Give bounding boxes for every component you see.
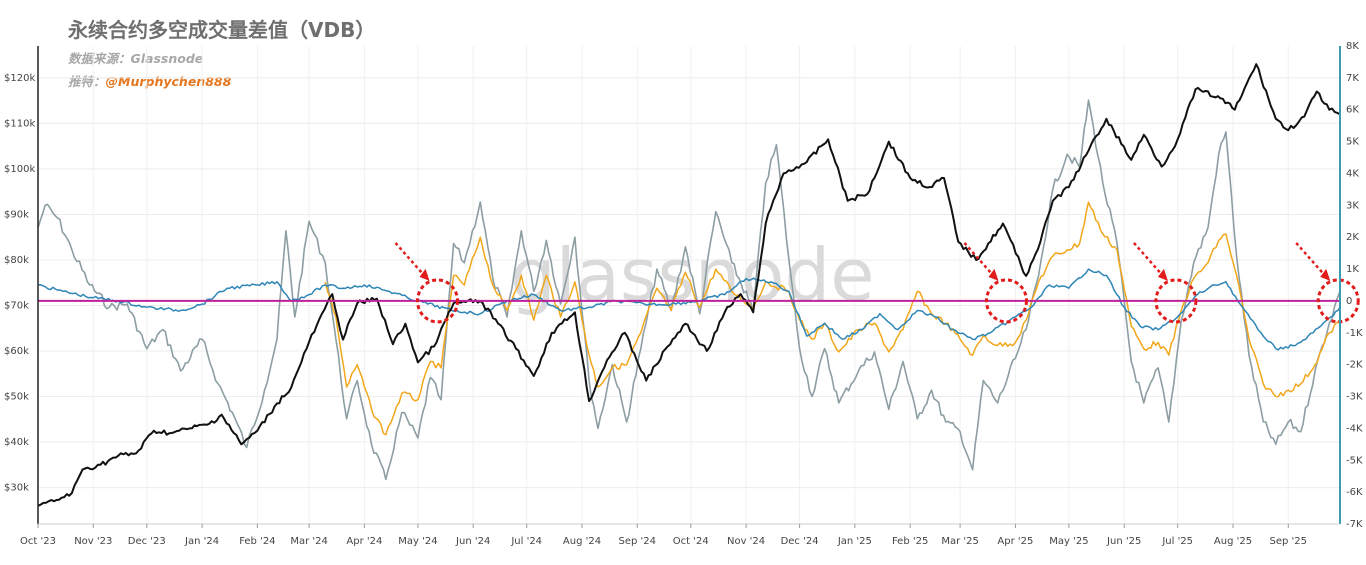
left-tick-label: $70k: [4, 300, 29, 311]
left-tick-label: $100k: [4, 164, 35, 175]
highlight-circle: [1154, 278, 1198, 324]
right-tick-label: -6K: [1346, 487, 1363, 498]
right-axis-ticks: 8K 7K 6K 5K 4K 3K 2K 1K 0 -1K -2K -3K -4K -5K -6K -7K: [1346, 41, 1363, 530]
x-tick-label: Mar '24: [290, 536, 328, 547]
highlight-circle: [416, 278, 460, 324]
x-tick-label: Sep '24: [619, 536, 657, 547]
chart-title: 永续合约多空成交量差值（VDB）: [68, 18, 376, 42]
x-tick-label: Jul '24: [510, 536, 542, 547]
x-tick-label: Jun '24: [455, 536, 490, 547]
x-tick-label: Nov '24: [727, 536, 765, 547]
circle-layer: [394, 242, 1360, 324]
x-tick-label: May '24: [398, 536, 437, 547]
x-tick-label: Jun '25: [1106, 536, 1141, 547]
arrow-head: [1157, 268, 1168, 281]
x-tick-label: Apr '25: [997, 536, 1033, 547]
x-tick-label: Dec '24: [781, 536, 819, 547]
x-tick-label: Jan '24: [184, 536, 219, 547]
right-tick-label: 7K: [1346, 73, 1359, 84]
x-tick-label: May '25: [1049, 536, 1088, 547]
arrow-head: [988, 268, 999, 281]
arrow-head: [419, 268, 430, 281]
left-tick-label: $40k: [4, 437, 29, 448]
series-vdb-yellow: [324, 201, 1341, 436]
series-vdb-blue: [37, 268, 1341, 351]
left-axis-ticks: $30k $40k $50k $60k $70k $80k $90k $100k $110k $1…: [4, 73, 35, 494]
left-tick-label: $60k: [4, 346, 29, 357]
x-tick-label: Feb '25: [892, 536, 928, 547]
highlight-arrow: [1295, 242, 1328, 278]
right-tick-label: -4K: [1346, 423, 1363, 434]
left-tick-label: $30k: [4, 483, 29, 494]
x-tick-label: Jul '25: [1161, 536, 1193, 547]
x-tick-label: Oct '24: [673, 536, 709, 547]
highlight-arrow: [394, 242, 427, 278]
right-tick-label: 3K: [1346, 200, 1359, 211]
right-tick-label: 2K: [1346, 232, 1359, 243]
data-source-value: Glassnode: [130, 51, 204, 66]
x-tick-label: Apr '24: [346, 536, 382, 547]
right-tick-label: -5K: [1346, 455, 1363, 466]
right-tick-label: -2K: [1346, 360, 1363, 371]
left-tick-label: $80k: [4, 255, 29, 266]
right-tick-label: 8K: [1346, 41, 1359, 52]
right-tick-label: 5K: [1346, 137, 1359, 148]
left-tick-label: $90k: [4, 209, 29, 220]
x-tick-label: Sep '25: [1270, 536, 1308, 547]
right-tick-label: 0: [1346, 296, 1352, 307]
highlight-arrow: [963, 242, 996, 278]
data-source-label: 数据来源：: [68, 51, 131, 66]
x-tick-label: Oct '23: [20, 536, 56, 547]
series-price: [37, 63, 1341, 507]
left-tick-label: $120k: [4, 73, 35, 84]
x-tick-label: Nov '23: [74, 536, 112, 547]
right-tick-label: -3K: [1346, 392, 1363, 403]
data-source: 数据来源：Glassnode: [68, 48, 203, 67]
series-layer: [37, 63, 1341, 507]
x-tick-label: Jan '25: [837, 536, 872, 547]
x-tick-label: Mar '25: [941, 536, 979, 547]
right-tick-label: 6K: [1346, 105, 1359, 116]
right-tick-label: -7K: [1346, 519, 1363, 530]
highlight-circle: [1316, 278, 1360, 324]
right-tick-label: 4K: [1346, 168, 1359, 179]
x-tick-label: Aug '24: [563, 536, 601, 547]
left-tick-label: $50k: [4, 392, 29, 403]
left-tick-label: $110k: [4, 118, 35, 129]
x-tick-label: Dec '23: [128, 536, 166, 547]
highlight-circle: [984, 278, 1028, 324]
axes: [37, 46, 1341, 525]
series-vdb-grey: [37, 99, 1341, 481]
right-tick-label: -1K: [1346, 328, 1363, 339]
highlight-arrow: [1132, 242, 1165, 278]
right-tick-label: 1K: [1346, 264, 1359, 275]
x-tick-label: Aug '25: [1214, 536, 1252, 547]
grid: [37, 46, 1340, 524]
x-axis-ticks: Oct '23 Nov '23 Dec '23 Jan '24 Feb '24 Mar '…: [20, 524, 1307, 547]
x-tick-label: Feb '24: [239, 536, 275, 547]
arrow-head: [1320, 268, 1331, 281]
